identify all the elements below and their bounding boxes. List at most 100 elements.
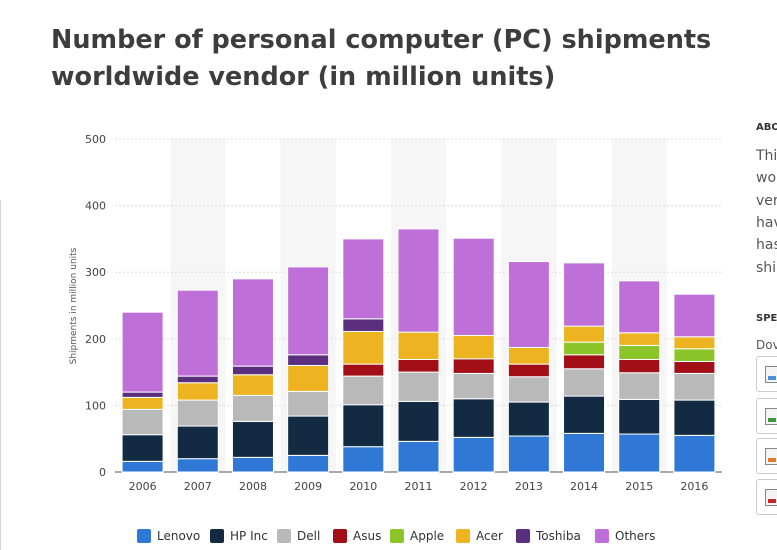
bar-acer-2006[interactable] [121, 396, 164, 410]
bar-toshiba-2007[interactable] [176, 375, 219, 384]
legend-item-toshiba[interactable]: Toshiba [516, 527, 581, 545]
bar-asus-2011[interactable] [397, 358, 440, 373]
y-tick-label: 300 [85, 266, 106, 279]
bar-acer-2016[interactable] [673, 336, 716, 350]
bar-others-2012[interactable] [452, 237, 495, 336]
bar-group-2006[interactable] [121, 311, 164, 473]
bar-lenovo-2006[interactable] [121, 460, 164, 473]
bar-group-2010[interactable] [342, 238, 385, 473]
download-xls-button[interactable] [756, 398, 777, 434]
bar-dell-2012[interactable] [452, 372, 495, 400]
bar-asus-2010[interactable] [342, 363, 385, 377]
bar-dell-2015[interactable] [618, 372, 661, 400]
bar-dell-2007[interactable] [176, 399, 219, 427]
bar-asus-2015[interactable] [618, 358, 661, 374]
bar-apple-2014[interactable] [563, 341, 606, 356]
legend-item-acer[interactable]: Acer [456, 527, 503, 545]
bar-toshiba-2009[interactable] [287, 354, 330, 366]
legend-item-asus[interactable]: Asus [333, 527, 381, 545]
bar-lenovo-2009[interactable] [287, 454, 330, 473]
bar-others-2014[interactable] [563, 262, 606, 327]
bar-hp-inc-2013[interactable] [507, 401, 550, 437]
bar-toshiba-2010[interactable] [342, 318, 385, 332]
bar-acer-2009[interactable] [287, 364, 330, 392]
bar-lenovo-2011[interactable] [397, 440, 440, 473]
x-tick-label: 2010 [349, 480, 377, 493]
legend-item-hp-inc[interactable]: HP Inc [210, 527, 268, 545]
about-heading: ABO [756, 122, 777, 133]
bar-group-2012[interactable] [452, 237, 495, 473]
bar-group-2008[interactable] [231, 278, 274, 473]
bar-hp-inc-2016[interactable] [673, 399, 716, 436]
bar-dell-2006[interactable] [121, 408, 164, 436]
bar-others-2006[interactable] [121, 311, 164, 393]
bar-acer-2007[interactable] [176, 382, 219, 401]
bar-acer-2008[interactable] [231, 374, 274, 396]
bar-others-2011[interactable] [397, 228, 440, 333]
bar-others-2015[interactable] [618, 280, 661, 334]
bar-group-2009[interactable] [287, 266, 330, 473]
bar-dell-2008[interactable] [231, 394, 274, 422]
bar-hp-inc-2010[interactable] [342, 404, 385, 448]
download-image-button[interactable] [756, 356, 777, 392]
bar-asus-2012[interactable] [452, 358, 495, 374]
bar-others-2010[interactable] [342, 238, 385, 320]
bar-group-2015[interactable] [618, 280, 661, 473]
bar-toshiba-2006[interactable] [121, 391, 164, 398]
y-tick-label: 500 [85, 133, 106, 146]
bar-group-2011[interactable] [397, 228, 440, 473]
bar-apple-2016[interactable] [673, 348, 716, 362]
bar-hp-inc-2008[interactable] [231, 420, 274, 458]
bar-hp-inc-2011[interactable] [397, 400, 440, 442]
bar-lenovo-2012[interactable] [452, 436, 495, 473]
bar-group-2016[interactable] [673, 293, 716, 473]
bar-lenovo-2008[interactable] [231, 456, 274, 473]
bar-acer-2010[interactable] [342, 330, 385, 365]
legend-item-apple[interactable]: Apple [390, 527, 444, 545]
legend-label: Lenovo [157, 529, 201, 543]
bar-dell-2010[interactable] [342, 375, 385, 406]
bar-others-2009[interactable] [287, 266, 330, 356]
bar-others-2016[interactable] [673, 293, 716, 338]
bar-others-2007[interactable] [176, 289, 219, 377]
bar-group-2007[interactable] [176, 289, 219, 473]
legend-item-others[interactable]: Others [595, 527, 655, 545]
bar-hp-inc-2014[interactable] [563, 395, 606, 434]
bar-others-2008[interactable] [231, 278, 274, 367]
bar-asus-2016[interactable] [673, 360, 716, 374]
bar-dell-2009[interactable] [287, 390, 330, 417]
bar-dell-2011[interactable] [397, 371, 440, 402]
bar-lenovo-2015[interactable] [618, 433, 661, 473]
y-tick-label: 0 [99, 466, 106, 479]
bar-asus-2013[interactable] [507, 363, 550, 378]
bar-acer-2014[interactable] [563, 325, 606, 343]
bar-hp-inc-2006[interactable] [121, 434, 164, 462]
bar-lenovo-2016[interactable] [673, 434, 716, 473]
chart-title: Number of personal computer (PC) shipmen… [51, 25, 712, 92]
bar-acer-2011[interactable] [397, 331, 440, 360]
bar-group-2013[interactable] [507, 261, 550, 473]
bar-dell-2014[interactable] [563, 368, 606, 397]
legend-item-lenovo[interactable]: Lenovo [137, 527, 200, 545]
bar-group-2014[interactable] [563, 262, 606, 473]
bar-hp-inc-2012[interactable] [452, 398, 495, 438]
bar-toshiba-2008[interactable] [231, 365, 274, 376]
bar-asus-2014[interactable] [563, 354, 606, 370]
legend-item-dell[interactable]: Dell [277, 527, 320, 545]
download-pdf-button[interactable] [756, 479, 777, 515]
download-ppt-button[interactable] [756, 438, 777, 474]
bar-lenovo-2014[interactable] [563, 432, 606, 473]
bar-hp-inc-2009[interactable] [287, 415, 330, 456]
bar-lenovo-2013[interactable] [507, 435, 550, 473]
bar-lenovo-2010[interactable] [342, 446, 385, 473]
bar-acer-2015[interactable] [618, 332, 661, 346]
bar-acer-2012[interactable] [452, 334, 495, 360]
bar-lenovo-2007[interactable] [176, 458, 219, 473]
bar-hp-inc-2015[interactable] [618, 398, 661, 435]
bar-apple-2015[interactable] [618, 344, 661, 360]
bar-others-2013[interactable] [507, 261, 550, 348]
bar-hp-inc-2007[interactable] [176, 425, 219, 460]
bar-dell-2013[interactable] [507, 376, 550, 403]
bar-dell-2016[interactable] [673, 372, 716, 401]
bar-acer-2013[interactable] [507, 346, 550, 365]
